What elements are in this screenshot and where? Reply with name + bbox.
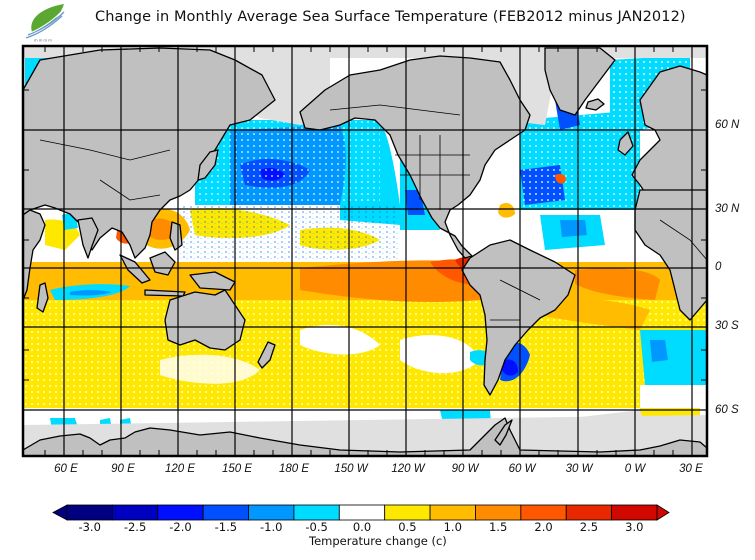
map-frame — [21, 44, 709, 458]
map-field — [23, 46, 707, 456]
sea-ice-region — [470, 410, 650, 445]
landmass-greenland — [544, 47, 616, 116]
colorbar-label: Temperature change (c) — [309, 534, 447, 548]
sst-anomaly-region — [650, 340, 668, 362]
colorbar-left-arrow — [52, 504, 68, 521]
x-tick-label: 120 E — [164, 463, 196, 475]
colorbar-swatch — [248, 504, 295, 521]
sst-anomaly-region — [555, 173, 566, 184]
colorbar-tick-label: 1.5 — [488, 520, 508, 534]
colorbar-swatch — [157, 504, 204, 521]
colorbar-right-arrow — [656, 504, 670, 521]
y-tick-label: 60 S — [715, 404, 739, 416]
colorbar-tick-label: 3.0 — [625, 520, 644, 534]
landmass-india — [77, 217, 99, 259]
colorbar-swatch — [293, 504, 340, 521]
sst-anomaly-region — [640, 385, 707, 408]
graticule — [23, 46, 707, 456]
x-tick-label: 60 E — [54, 463, 78, 475]
colorbar-swatch — [338, 504, 386, 521]
landmass-australia — [164, 289, 246, 351]
landmass-eurasia — [23, 47, 276, 259]
sst-anomaly-region — [502, 359, 518, 376]
colorbar-swatch — [384, 504, 431, 521]
frame-ticks — [23, 46, 707, 456]
chart-title: Change in Monthly Average Sea Surface Te… — [95, 9, 686, 25]
colorbar-tick-label: -2.5 — [123, 520, 147, 534]
y-tick-label: 60 N — [715, 119, 740, 131]
colorbar-tick-label: -3.0 — [78, 520, 101, 534]
colorbar-tick-label: 2.0 — [534, 520, 553, 534]
landmass-new-zealand — [257, 341, 276, 369]
x-tick-label: 60 W — [508, 463, 536, 475]
y-tick-label: 30 N — [715, 203, 740, 215]
colorbar-tick-label: 0.0 — [352, 520, 372, 534]
y-tick-label: 0 — [715, 261, 722, 273]
colorbar-swatch — [429, 504, 476, 521]
colorbar-tick-label: 0.5 — [398, 520, 417, 534]
landmass-japan — [197, 149, 219, 181]
colorbar-swatch — [202, 504, 249, 521]
x-tick-label: 150 W — [334, 463, 368, 475]
x-tick-label: 120 W — [391, 463, 425, 475]
colorbar-tick-label: -0.5 — [305, 520, 328, 534]
sst-anomaly-region — [498, 203, 515, 218]
colorbar-tick-label: 2.5 — [579, 520, 599, 534]
landmass-iceland — [585, 98, 605, 111]
x-tick-label: 90 W — [451, 463, 479, 475]
x-tick-label: 30 W — [565, 463, 593, 475]
sst-anomaly-region — [575, 268, 660, 300]
x-tick-label: 150 E — [221, 463, 253, 475]
colorbar-swatch — [565, 504, 613, 521]
y-tick-label: 30 S — [715, 320, 739, 332]
colorbar-swatch — [66, 504, 113, 521]
colorbar-swatch — [111, 504, 159, 521]
landmass-madagascar — [36, 282, 49, 313]
sst-anomaly-region — [300, 325, 380, 355]
colorbar-swatch — [520, 504, 567, 521]
x-tick-label: 0 W — [624, 463, 646, 475]
sst-anomaly-region — [70, 290, 112, 296]
sst-anomaly-region — [560, 220, 587, 237]
colorbar-tick-label: -2.0 — [169, 520, 192, 534]
landmass-south-america — [461, 239, 576, 396]
colorbar-tick-label: 1.0 — [443, 520, 462, 534]
x-tick-label: 90 E — [111, 463, 135, 475]
landmass-britain — [617, 131, 634, 156]
sst-anomaly-region — [400, 335, 480, 374]
landmass-new-guinea — [189, 271, 236, 291]
x-tick-label: 180 E — [278, 463, 310, 475]
x-tick-label: 30 E — [679, 463, 703, 475]
colorbar-tick-label: -1.5 — [214, 520, 238, 534]
leaf-logo-icon: ｍ ｍ ｍ ｍ — [25, 4, 66, 43]
sst-anomaly-region — [520, 110, 640, 210]
colorbar-swatch — [611, 504, 658, 521]
landmass-africa — [23, 209, 46, 301]
sst-map — [21, 44, 709, 458]
landmass-antarctica — [23, 417, 707, 456]
sst-anomaly-region — [180, 205, 400, 260]
sst-anomaly-region — [640, 330, 707, 385]
landmass-antarctic-peninsula — [494, 419, 513, 446]
colorbar-tick-label: -1.0 — [259, 520, 283, 534]
svg-text:ｍ ｍ ｍ ｍ: ｍ ｍ ｍ ｍ — [34, 39, 52, 43]
sst-anomaly-region — [195, 120, 380, 205]
colorbar-swatch — [475, 504, 522, 521]
landmass-north-america — [299, 55, 531, 259]
sst-anomaly-region — [540, 298, 650, 330]
